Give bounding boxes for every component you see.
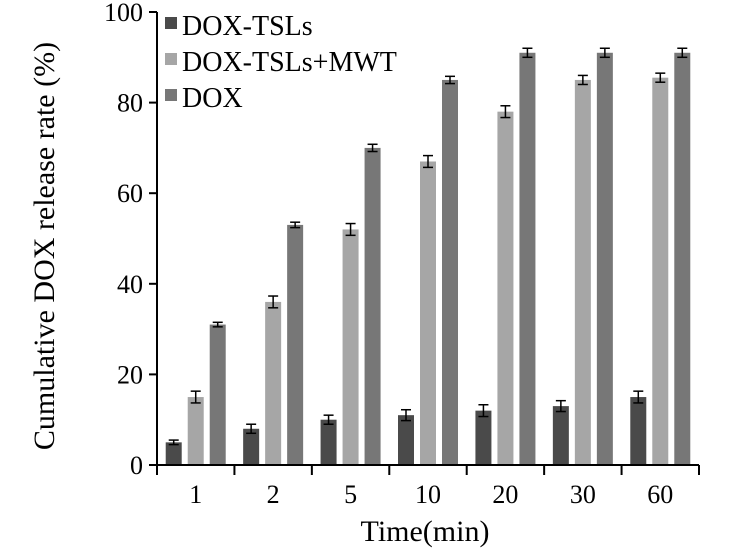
bars-layer: [165, 47, 691, 466]
bar: [574, 79, 591, 465]
bar: [497, 111, 514, 465]
bar: [243, 428, 260, 465]
legend-swatch: [165, 17, 177, 29]
y-axis-title: Cumulative DOX release rate (%): [28, 42, 61, 450]
x-tick-label: 2: [267, 480, 280, 509]
bar: [475, 410, 492, 465]
bar: [398, 415, 414, 465]
x-tick-label: 20: [492, 480, 518, 509]
bar: [442, 79, 458, 465]
y-tick-label: 20: [117, 360, 143, 389]
legend: DOX-TSLs DOX-TSLs+MWT DOX: [165, 11, 397, 114]
legend-label: DOX-TSLs: [182, 11, 313, 42]
y-tick-label: 80: [117, 89, 143, 118]
bar: [630, 397, 647, 465]
y-tick-label: 100: [104, 0, 143, 27]
y-ticks: 0 20 40 60 80 100: [104, 0, 157, 480]
x-tick-label: 10: [415, 480, 441, 509]
x-ticks: 1 2 5 10 20 30 60: [156, 465, 700, 509]
bar: [342, 229, 359, 465]
bar: [420, 161, 436, 466]
x-tick-label: 5: [344, 480, 357, 509]
legend-swatch: [165, 89, 177, 101]
bar: [652, 77, 669, 465]
x-axis-title: Time(min): [361, 515, 490, 548]
bar: [519, 52, 536, 466]
bar: [287, 224, 304, 465]
bar: [552, 406, 569, 465]
x-tick-label: 1: [189, 480, 202, 509]
axes-layer: [156, 12, 699, 466]
bar: [674, 52, 691, 466]
x-tick-label: 30: [570, 480, 596, 509]
bar: [187, 397, 204, 465]
legend-label: DOX: [182, 83, 243, 114]
y-tick-label: 40: [117, 270, 143, 299]
bar: [265, 301, 282, 465]
x-tick-label: 60: [647, 480, 673, 509]
legend-label: DOX-TSLs+MWT: [182, 47, 397, 78]
y-tick-label: 60: [117, 179, 143, 208]
bar: [165, 442, 182, 465]
bar: [320, 419, 337, 465]
bar: [209, 324, 226, 465]
bar: [364, 147, 381, 465]
legend-swatch: [165, 53, 177, 65]
bar: [596, 52, 613, 466]
y-tick-label: 0: [130, 451, 143, 480]
